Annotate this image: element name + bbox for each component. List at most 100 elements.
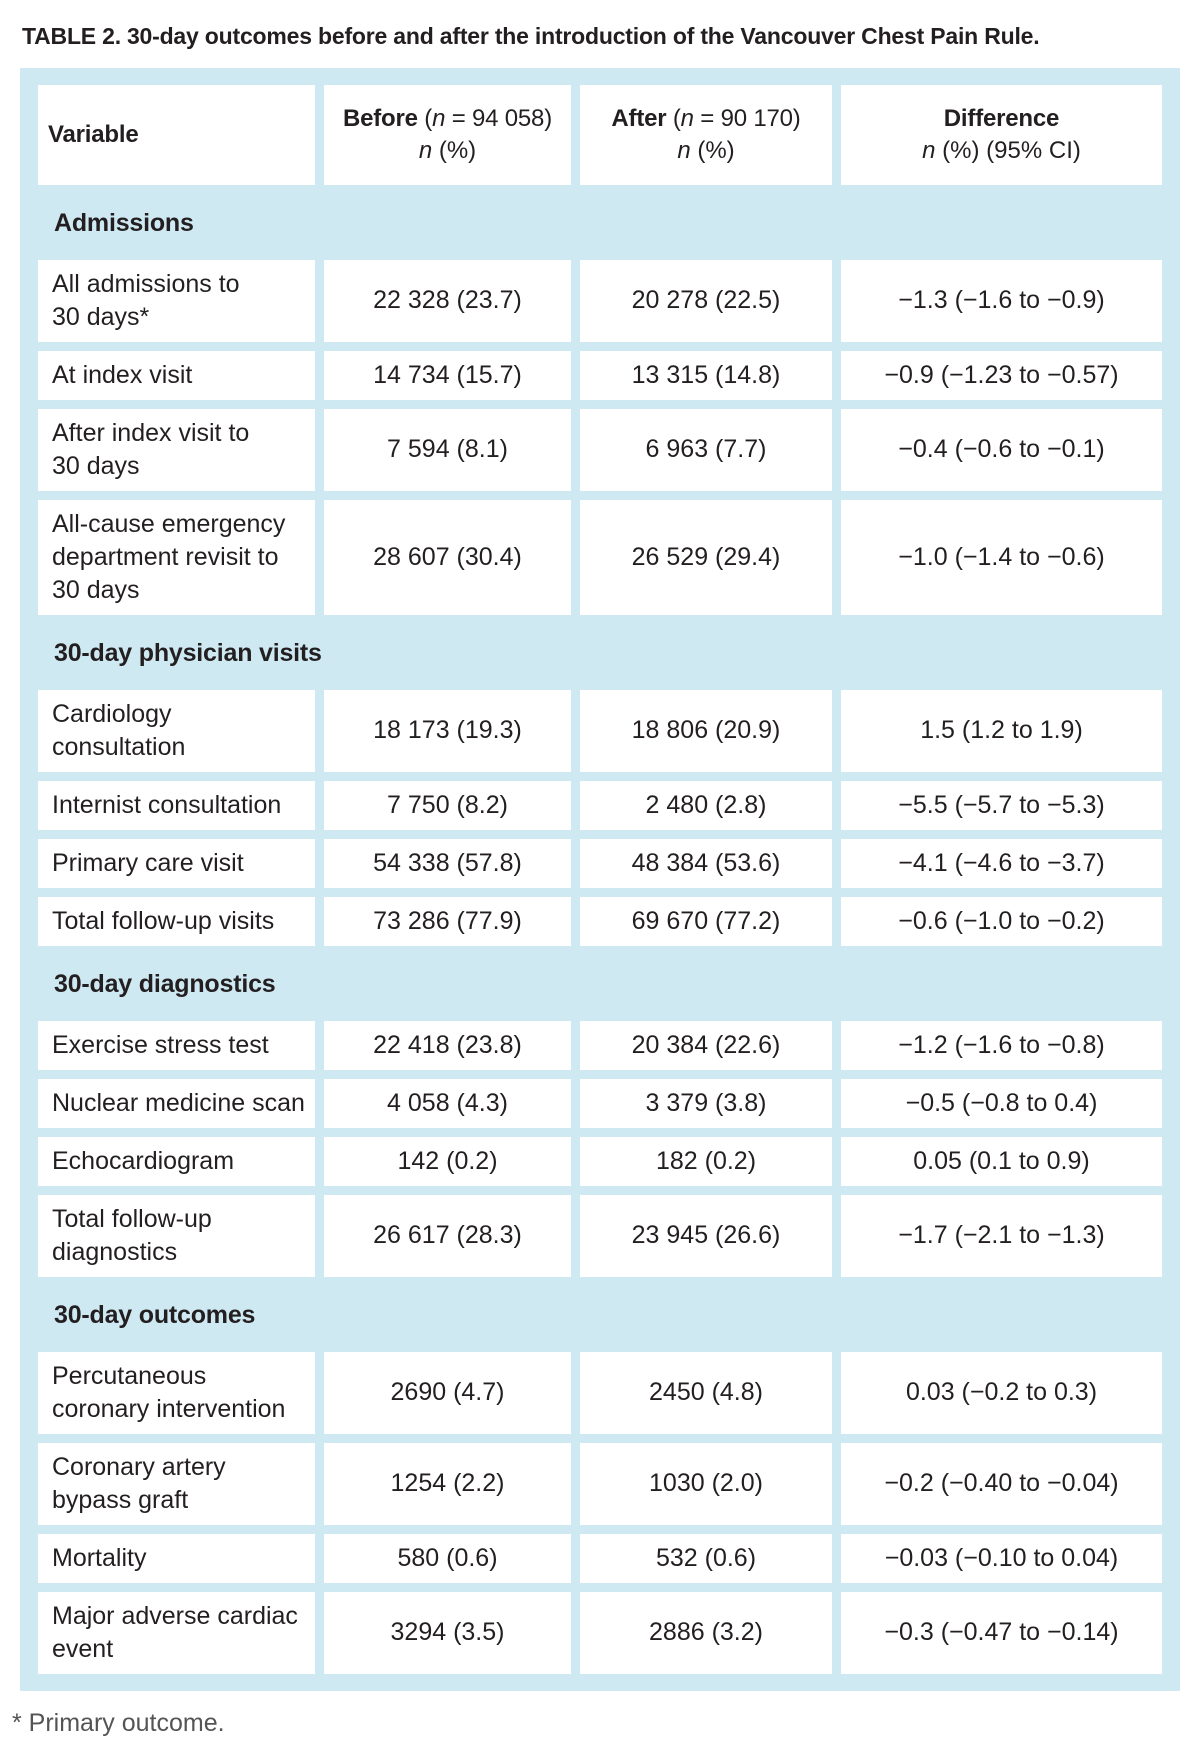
before-value: 1254 (2.2) — [390, 1469, 505, 1498]
before-cell: 3294 (3.5) — [324, 1591, 571, 1674]
before-cell: 73 286 (77.9) — [324, 896, 571, 946]
before-cell: 580 (0.6) — [324, 1533, 571, 1583]
before-value: 22 328 (23.7) — [373, 286, 522, 315]
variable-value: All-cause emergency department revisit t… — [52, 509, 286, 604]
before-cell: 26 617 (28.3) — [324, 1194, 571, 1277]
after-value: 2886 (3.2) — [649, 1618, 763, 1647]
before-cell: 1254 (2.2) — [324, 1442, 571, 1525]
variable-value: Internist consultation — [52, 790, 282, 819]
after-value: 182 (0.2) — [655, 1146, 757, 1175]
variable-value: Total follow-up diagnostics — [52, 1204, 212, 1266]
table-row: Total follow-up diagnostics 26 617 (28.3)… — [38, 1194, 1162, 1277]
variable-cell: Mortality — [38, 1533, 315, 1583]
after-cell: 182 (0.2) — [580, 1136, 832, 1186]
table-title-text: 30-day outcomes before and after the int… — [126, 23, 1040, 49]
column-header-line1: Before (n = 94 058) — [342, 105, 552, 133]
section-heading: 30-day physician visits — [54, 638, 322, 667]
difference-cell: −1.7 (−2.1 to −1.3) — [841, 1194, 1162, 1277]
after-value: 6 963 (7.7) — [645, 435, 767, 464]
variable-value: Cardiology consultation — [52, 699, 186, 761]
difference-value: −0.4 (−0.6 to −0.1) — [898, 435, 1105, 464]
after-value: 13 315 (14.8) — [631, 360, 781, 389]
before-cell: 4 058 (4.3) — [324, 1078, 571, 1128]
difference-value: −0.2 (−0.40 to −0.04) — [884, 1469, 1119, 1498]
difference-cell: −0.3 (−0.47 to −0.14) — [841, 1591, 1162, 1674]
after-value: 1030 (2.0) — [649, 1469, 763, 1498]
variable-value: Major adverse cardiac event — [52, 1601, 298, 1663]
variable-cell: Total follow-up diagnostics — [38, 1194, 315, 1277]
table-row: Coronary artery bypass graft 1254 (2.2) 10… — [38, 1442, 1162, 1525]
difference-cell: −1.0 (−1.4 to −0.6) — [841, 499, 1162, 615]
column-header-difference: Difference n (%) (95% CI) — [841, 84, 1162, 185]
section-heading: 30-day outcomes — [54, 1300, 256, 1329]
variable-value: At index visit — [52, 360, 193, 389]
table-row: At index visit 14 734 (15.7) 13 315 (14.8)… — [38, 350, 1162, 400]
before-value: 580 (0.6) — [397, 1543, 498, 1572]
difference-cell: −0.5 (−0.8 to 0.4) — [841, 1078, 1162, 1128]
before-value: 3294 (3.5) — [390, 1618, 505, 1647]
difference-cell: 0.03 (−0.2 to 0.3) — [841, 1351, 1162, 1434]
column-header-line2: n (%) (95% CI) — [922, 136, 1081, 164]
variable-value: Coronary artery bypass graft — [52, 1452, 226, 1514]
difference-cell: −0.9 (−1.23 to −0.57) — [841, 350, 1162, 400]
after-value: 18 806 (20.9) — [631, 716, 781, 745]
variable-cell: Internist consultation — [38, 780, 315, 830]
after-value: 23 945 (26.6) — [631, 1221, 781, 1250]
difference-cell: −5.5 (−5.7 to −5.3) — [841, 780, 1162, 830]
before-cell: 2690 (4.7) — [324, 1351, 571, 1434]
table-row: Primary care visit 54 338 (57.8) 48 384 (5… — [38, 838, 1162, 888]
after-value: 69 670 (77.2) — [631, 906, 781, 935]
variable-cell: Coronary artery bypass graft — [38, 1442, 315, 1525]
before-value: 14 734 (15.7) — [373, 360, 522, 389]
after-cell: 2 480 (2.8) — [580, 780, 832, 830]
table-row: Major adverse cardiac event 3294 (3.5) 288… — [38, 1591, 1162, 1674]
table-footnote: * Primary outcome. — [12, 1708, 225, 1737]
after-cell: 532 (0.6) — [580, 1533, 832, 1583]
after-value: 2450 (4.8) — [649, 1378, 763, 1407]
table-title: TABLE 2. 30-day outcomes before and after… — [22, 22, 1180, 52]
before-value: 54 338 (57.8) — [373, 848, 522, 877]
difference-value: −0.3 (−0.47 to −0.14) — [884, 1618, 1119, 1647]
difference-cell: 0.05 (0.1 to 0.9) — [841, 1136, 1162, 1186]
difference-cell: −1.3 (−1.6 to −0.9) — [841, 259, 1162, 342]
difference-value: −1.2 (−1.6 to −0.8) — [898, 1030, 1105, 1059]
variable-cell: Echocardiogram — [38, 1136, 315, 1186]
variable-value: Nuclear medicine scan — [52, 1088, 305, 1117]
variable-value: Percutaneous coronary intervention — [52, 1361, 286, 1423]
difference-value: −1.0 (−1.4 to −0.6) — [898, 542, 1105, 571]
column-header-line1: Variable — [48, 121, 139, 149]
variable-cell: Exercise stress test — [38, 1020, 315, 1070]
table-row: Total follow-up visits 73 286 (77.9) 69 67… — [38, 896, 1162, 946]
after-value: 2 480 (2.8) — [645, 790, 767, 819]
variable-cell: All-cause emergency department revisit t… — [38, 499, 315, 615]
before-cell: 22 418 (23.8) — [324, 1020, 571, 1070]
difference-cell: −4.1 (−4.6 to −3.7) — [841, 838, 1162, 888]
column-header-line2: n (%) — [418, 136, 477, 164]
difference-value: −0.5 (−0.8 to 0.4) — [905, 1088, 1098, 1117]
before-cell: 14 734 (15.7) — [324, 350, 571, 400]
header-row: Variable Before (n = 94 058) n (%) After (n… — [38, 84, 1162, 185]
table-row: Exercise stress test 22 418 (23.8) 20 384 … — [38, 1020, 1162, 1070]
before-value: 73 286 (77.9) — [373, 906, 522, 935]
after-cell: 48 384 (53.6) — [580, 838, 832, 888]
difference-value: −1.7 (−2.1 to −1.3) — [898, 1221, 1105, 1250]
variable-value: Echocardiogram — [52, 1146, 235, 1175]
variable-cell: Percutaneous coronary intervention — [38, 1351, 315, 1434]
table-row: Nuclear medicine scan 4 058 (4.3) 3 379 (3… — [38, 1078, 1162, 1128]
variable-cell: Total follow-up visits — [38, 896, 315, 946]
before-value: 142 (0.2) — [397, 1146, 498, 1175]
difference-value: 0.03 (−0.2 to 0.3) — [905, 1378, 1098, 1407]
before-value: 18 173 (19.3) — [373, 716, 522, 745]
table-row: All admissions to 30 days* 22 328 (23.7) 2… — [38, 259, 1162, 342]
after-cell: 6 963 (7.7) — [580, 408, 832, 491]
column-header-line2: n (%) — [677, 136, 735, 164]
after-cell: 20 278 (22.5) — [580, 259, 832, 342]
variable-value: After index visit to 30 days — [52, 418, 250, 480]
after-value: 532 (0.6) — [655, 1543, 757, 1572]
before-cell: 7 750 (8.2) — [324, 780, 571, 830]
after-cell: 18 806 (20.9) — [580, 689, 832, 772]
after-cell: 20 384 (22.6) — [580, 1020, 832, 1070]
after-value: 26 529 (29.4) — [631, 542, 781, 571]
before-cell: 54 338 (57.8) — [324, 838, 571, 888]
